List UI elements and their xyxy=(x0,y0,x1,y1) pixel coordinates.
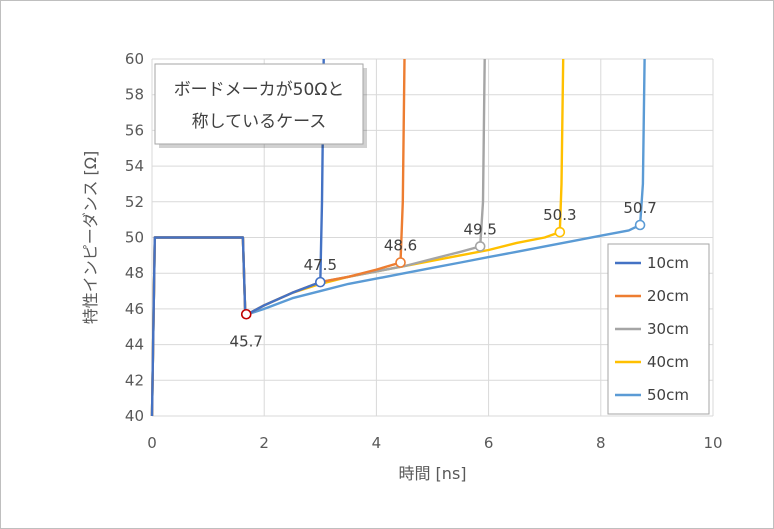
data-label: 48.6 xyxy=(384,236,417,254)
legend-item-30cm: 30cm xyxy=(647,320,689,338)
data-markers: 45.7 47.5 48.6 49.5 50.3 50.7 xyxy=(230,199,657,350)
y-tick-label: 58 xyxy=(125,86,144,104)
legend-item-50cm: 50cm xyxy=(647,386,689,404)
y-axis-label: 特性インピーダンス [Ω] xyxy=(81,151,100,324)
data-point-marker xyxy=(474,241,486,252)
data-label: 47.5 xyxy=(304,256,337,274)
data-label: 50.3 xyxy=(543,206,576,224)
x-tick-label: 8 xyxy=(596,434,606,452)
legend-item-40cm: 40cm xyxy=(647,353,689,371)
annotation-rect xyxy=(154,63,364,145)
y-tick-label: 60 xyxy=(125,50,144,68)
data-label: 50.7 xyxy=(623,199,656,217)
x-tick-label: 2 xyxy=(259,434,269,452)
y-tick-label: 50 xyxy=(125,229,144,247)
y-tick-label: 48 xyxy=(125,264,144,282)
data-point-marker xyxy=(240,308,252,320)
data-label: 49.5 xyxy=(463,220,496,238)
legend-item-10cm: 10cm xyxy=(647,254,689,272)
legend: 10cm 20cm 30cm 40cm 50cm xyxy=(607,243,710,415)
data-point-marker xyxy=(634,219,646,231)
legend-item-20cm: 20cm xyxy=(647,287,689,305)
annotation-text: 称しているケース xyxy=(192,112,327,132)
x-tick-label: 0 xyxy=(147,434,157,452)
data-point-marker xyxy=(314,276,326,288)
y-tick-label: 56 xyxy=(125,121,144,139)
y-tick-label: 44 xyxy=(125,336,144,354)
data-label: 45.7 xyxy=(230,332,263,350)
annotation-text: ボードメーカが50Ωと xyxy=(174,80,345,100)
y-tick-label: 52 xyxy=(125,193,144,211)
data-point-marker xyxy=(395,257,406,268)
y-tick-label: 42 xyxy=(125,371,144,389)
x-tick-label: 10 xyxy=(703,434,722,452)
x-tick-label: 6 xyxy=(484,434,494,452)
y-tick-label: 40 xyxy=(125,407,144,425)
x-axis-label: 時間 [ns] xyxy=(398,464,466,483)
data-point-marker xyxy=(554,226,566,238)
y-tick-label: 46 xyxy=(125,300,144,318)
gridlines xyxy=(151,58,714,417)
y-tick-label: 54 xyxy=(125,157,144,175)
x-tick-label: 4 xyxy=(372,434,382,452)
